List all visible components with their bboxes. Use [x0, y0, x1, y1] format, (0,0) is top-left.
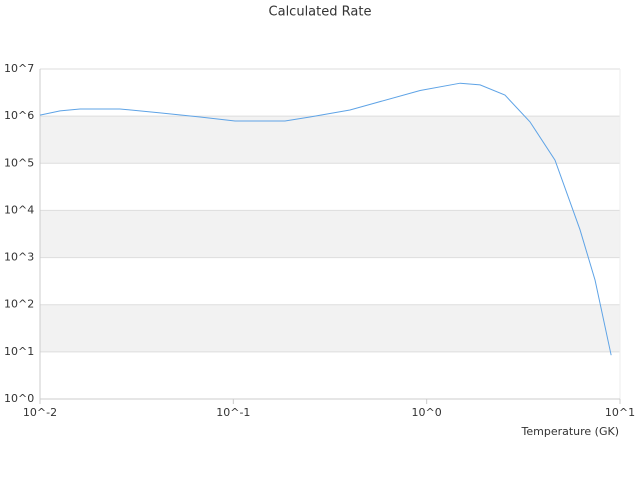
x-tick-label: 10^-1 [216, 406, 250, 419]
x-tick-label: 10^-2 [23, 406, 57, 419]
band [40, 116, 620, 164]
y-tick-label: 10^3 [4, 251, 34, 264]
band [40, 304, 620, 352]
y-tick-label: 10^0 [4, 392, 34, 405]
x-tick-label: 10^1 [605, 406, 635, 419]
y-tick-label: 10^6 [4, 109, 34, 122]
y-tick-label: 10^4 [4, 203, 34, 216]
y-tick-label: 10^7 [4, 62, 34, 75]
band [40, 210, 620, 258]
y-tick-label: 10^2 [4, 298, 34, 311]
data-line [39, 82, 612, 356]
chart-title: Calculated Rate [269, 5, 372, 20]
x-axis-label: Temperature (GK) [521, 425, 620, 438]
y-tick-label: 10^5 [4, 156, 34, 169]
y-tick-label: 10^1 [4, 345, 34, 358]
x-tick-label: 10^0 [412, 406, 442, 419]
